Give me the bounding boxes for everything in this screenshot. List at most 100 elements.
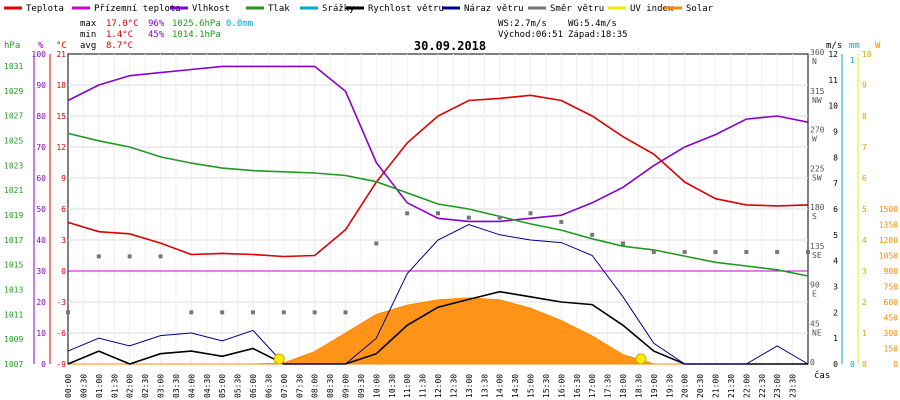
- stats-max-temp: 17.0°C: [106, 19, 139, 29]
- x-tick-label: 20:30: [696, 374, 705, 398]
- uv-tick-label: 3: [862, 267, 867, 276]
- x-tick-label: 06:30: [264, 374, 273, 398]
- series-line: [67, 132, 809, 277]
- x-tick-label: 23:00: [773, 374, 782, 398]
- x-tick-label: 02:00: [126, 374, 135, 398]
- hum-tick-label: 80: [36, 112, 46, 121]
- x-tick-label: 14:30: [511, 374, 520, 398]
- wind-tick-label: 0: [833, 360, 838, 369]
- wind-tick-label: 3: [833, 283, 838, 292]
- press-tick-label: 1031: [4, 62, 23, 71]
- wind-direction-point: [713, 250, 718, 255]
- uv-tick-label: 4: [862, 236, 867, 245]
- x-tick-label: 21:00: [712, 374, 721, 398]
- stats-avg-label: avg: [80, 41, 96, 51]
- uv-tick-label: 10: [862, 50, 872, 59]
- x-tick-label: 00:30: [79, 374, 88, 398]
- wind-direction-point: [528, 211, 533, 216]
- wind-unit: m/s: [826, 41, 842, 51]
- press-tick-label: 1019: [4, 211, 23, 220]
- wind-tick-label: 11: [828, 76, 838, 85]
- sunset-marker: [635, 353, 647, 365]
- x-tick-label: 05:00: [218, 374, 227, 398]
- wind-direction-point: [374, 241, 379, 246]
- info-sunrise: Východ:06:51: [498, 30, 563, 40]
- press-tick-label: 1013: [4, 286, 23, 295]
- solar-tick-label: 900: [884, 267, 899, 276]
- stats-min-press: 1014.1hPa: [172, 30, 221, 40]
- legend-label: Solar: [686, 4, 714, 14]
- dir-name-label: NW: [812, 96, 822, 105]
- wind-direction-point: [497, 215, 502, 220]
- x-tick-label: 19:00: [650, 374, 659, 398]
- x-tick-label: 07:00: [280, 374, 289, 398]
- rain-unit: mm: [849, 41, 860, 51]
- dir-tick-label: 225: [810, 164, 825, 173]
- info-block: WS:2.7m/s WG:5.4m/s Východ:06:51 Západ:1…: [498, 19, 628, 40]
- x-tick-label: 12:00: [434, 374, 443, 398]
- x-tick-label: 13:30: [480, 374, 489, 398]
- uv-tick-label: 2: [862, 298, 867, 307]
- dir-name-label: SE: [812, 251, 822, 260]
- info-sunset: Západ:18:35: [568, 30, 628, 40]
- legend-label: Tlak: [268, 4, 290, 14]
- axis-units: hPa % °C m/s mm W čas: [4, 41, 881, 381]
- uv-tick-label: 6: [862, 174, 867, 183]
- dir-name-label: S: [812, 212, 817, 221]
- dir-name-label: SW: [812, 173, 822, 182]
- temp-unit: °C: [56, 41, 67, 51]
- wind-direction-point: [559, 219, 564, 224]
- x-tick-label: 20:00: [681, 374, 690, 398]
- wind-direction-point: [127, 254, 132, 259]
- uv-tick-label: 5: [862, 205, 867, 214]
- rain-tick-label: 0: [850, 360, 855, 369]
- dir-tick-label: 360: [810, 48, 825, 57]
- legend: Teplota Přízemní teplota Vlhkost Tlak Srážky…: [4, 4, 714, 14]
- wind-direction-point: [96, 254, 101, 259]
- stats-min-hum: 45%: [148, 30, 165, 40]
- temp-tick-label: 15: [56, 112, 66, 121]
- press-tick-label: 1021: [4, 186, 23, 195]
- press-tick-label: 1025: [4, 137, 23, 146]
- x-tick-label: 09:30: [357, 374, 366, 398]
- x-tick-label: 05:30: [234, 374, 243, 398]
- hum-tick-label: 60: [36, 174, 46, 183]
- wind-direction-point: [220, 310, 225, 315]
- temp-tick-label: -9: [56, 360, 66, 369]
- solar-tick-label: 600: [884, 298, 899, 307]
- stats-max-press: 1025.6hPa: [172, 19, 221, 29]
- stats-min-temp: 1.4°C: [106, 30, 133, 40]
- x-tick-label: 08:00: [311, 374, 320, 398]
- x-tick-label: 12:30: [449, 374, 458, 398]
- wind-tick-label: 10: [828, 102, 838, 111]
- x-tick-label: 10:00: [372, 374, 381, 398]
- solar-tick-label: 750: [884, 283, 899, 292]
- x-tick-label: 10:30: [388, 374, 397, 398]
- x-tick-label: 19:30: [665, 374, 674, 398]
- wind-tick-label: 6: [833, 205, 838, 214]
- dir-name-label: E: [812, 290, 817, 299]
- series-line: [67, 94, 809, 258]
- wind-direction-point: [312, 310, 317, 315]
- hum-unit: %: [38, 41, 44, 51]
- x-tick-label: 11:00: [403, 374, 412, 398]
- temp-tick-label: 12: [56, 143, 66, 152]
- wind-direction-point: [775, 250, 780, 255]
- legend-label: Přízemní teplota: [94, 4, 181, 14]
- wind-direction-point: [189, 310, 194, 315]
- x-tick-label: 16:30: [573, 374, 582, 398]
- wind-direction-point: [436, 211, 440, 216]
- solar-tick-label: 1350: [879, 221, 898, 230]
- wind-direction-point: [621, 241, 625, 246]
- x-tick-label: 23:30: [789, 374, 798, 398]
- x-tick-label: 15:00: [527, 374, 536, 398]
- temp-tick-label: -3: [56, 298, 66, 307]
- press-tick-label: 1017: [4, 236, 23, 245]
- dir-name-label: W: [812, 135, 817, 144]
- sunrise-marker: [273, 353, 285, 365]
- stats-max-rain: 0.0mm: [226, 19, 253, 29]
- wind-direction-point: [590, 232, 595, 237]
- press-tick-label: 1007: [4, 360, 23, 369]
- hum-tick-label: 40: [36, 236, 46, 245]
